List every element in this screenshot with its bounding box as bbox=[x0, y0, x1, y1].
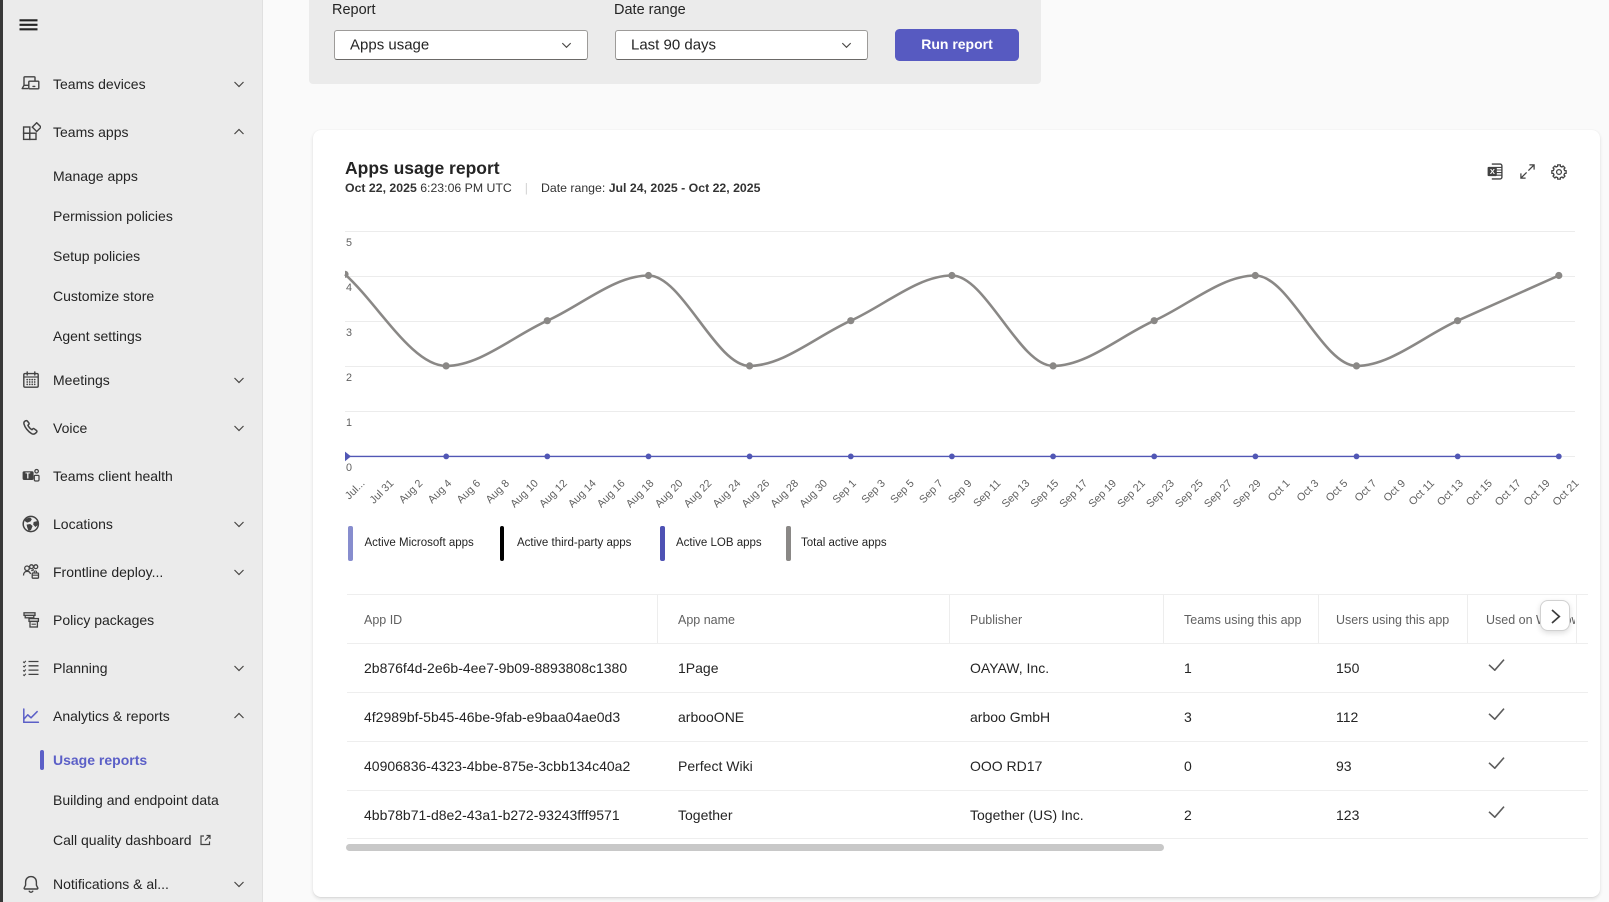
svg-text:2: 2 bbox=[346, 372, 352, 384]
svg-text:T: T bbox=[25, 471, 30, 480]
svg-text:5: 5 bbox=[346, 237, 352, 249]
svg-text:1: 1 bbox=[346, 417, 352, 429]
svg-text:3: 3 bbox=[346, 327, 352, 339]
svg-text:X: X bbox=[1490, 167, 1495, 176]
svg-text:0: 0 bbox=[346, 462, 352, 474]
svg-text:4: 4 bbox=[346, 282, 352, 294]
